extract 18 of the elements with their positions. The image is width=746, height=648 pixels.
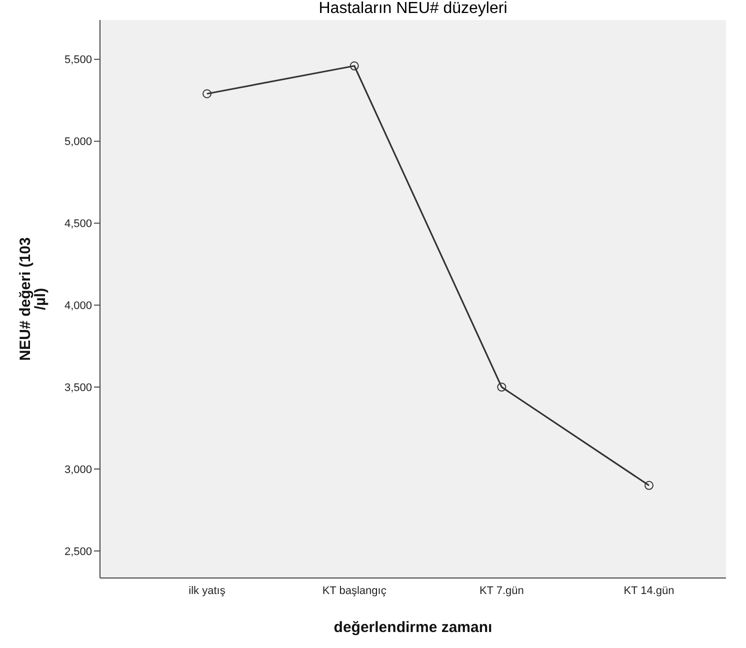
y-tick-label: 2,500 [64, 546, 92, 558]
y-tick-label: 3,500 [64, 382, 92, 394]
point [644, 480, 654, 490]
point [350, 61, 359, 70]
y-axis-title: NEU# değeri (103 /µl) [17, 237, 49, 361]
x-tick-label: KT 7.gün [479, 584, 524, 597]
y-tick-label: 5,000 [64, 136, 92, 148]
y-tick-label: 5,500 [64, 54, 92, 66]
y-tick-label: 4,000 [64, 300, 92, 312]
y-tick-label: 3,000 [64, 464, 92, 476]
x-tick-label: KT 14.gün [624, 584, 674, 597]
chart-title: Hastaların NEU# düzeyleri [318, 0, 508, 18]
x-axis-title: değerlendirme zamanı [334, 619, 492, 636]
point [497, 382, 506, 392]
point [202, 89, 212, 98]
x-tick-label: ilk yatış [188, 584, 226, 597]
y-tick-label: 4,500 [64, 218, 92, 230]
x-tick-label: KT başlangıç [322, 584, 387, 597]
